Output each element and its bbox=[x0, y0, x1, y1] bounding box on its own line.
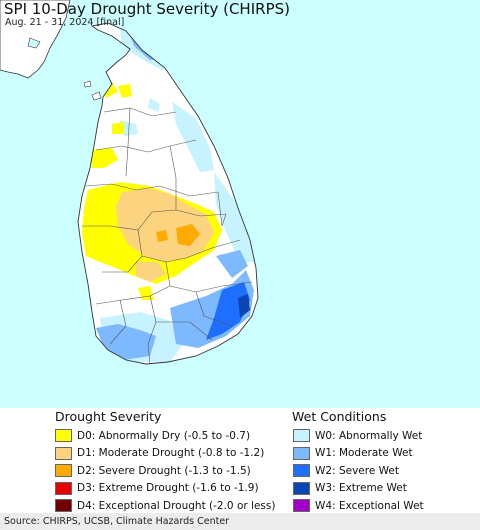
legend-swatch bbox=[55, 481, 72, 495]
legend-swatch bbox=[293, 464, 310, 477]
legend-label: D0: Abnormally Dry (-0.5 to -0.7) bbox=[77, 429, 251, 442]
legend-label: D3: Extreme Drought (-1.6 to -1.9) bbox=[77, 482, 259, 494]
legend-swatch bbox=[55, 499, 72, 512]
legend-swatch bbox=[55, 446, 72, 460]
legend-item-w1: W1: Moderate Wet bbox=[293, 445, 424, 462]
map-title: SPI 10-Day Drought Severity (CHIRPS) bbox=[4, 0, 290, 18]
legend-label: D4: Exceptional Drought (-2.0 or less) bbox=[77, 499, 276, 512]
legend-item-w0: W0: Abnormally Wet bbox=[293, 427, 424, 444]
legend-swatch bbox=[55, 464, 72, 477]
legend-item-d4: D4: Exceptional Drought (-2.0 or less) bbox=[55, 497, 275, 514]
wet-legend-heading: Wet Conditions bbox=[292, 409, 387, 424]
legend-swatch bbox=[293, 446, 310, 460]
wet-legend: W0: Abnormally Wet W1: Moderate Wet W2: … bbox=[293, 427, 424, 515]
legend-label: W4: Exceptional Wet bbox=[315, 499, 424, 512]
india-islet bbox=[27, 37, 41, 49]
legend-swatch bbox=[293, 429, 310, 442]
map-panel: SPI 10-Day Drought Severity (CHIRPS) Aug… bbox=[0, 0, 480, 408]
legend-swatch bbox=[293, 499, 310, 512]
legend-item-d0: D0: Abnormally Dry (-0.5 to -0.7) bbox=[55, 427, 275, 444]
legend-label: D1: Moderate Drought (-0.8 to -1.2) bbox=[77, 447, 265, 459]
legend-label: W0: Abnormally Wet bbox=[315, 429, 423, 442]
india-coast bbox=[0, 0, 71, 79]
legend-item-d2: D2: Severe Drought (-1.3 to -1.5) bbox=[55, 462, 275, 479]
map-subtitle: Aug. 21 - 31, 2024 [final] bbox=[5, 17, 125, 28]
island-outline bbox=[77, 22, 259, 365]
jaffna-islet bbox=[83, 80, 92, 88]
legend-item-w2: W2: Severe Wet bbox=[293, 462, 424, 479]
legend-swatch bbox=[55, 429, 72, 442]
drought-legend-heading: Drought Severity bbox=[55, 409, 162, 424]
drought-legend: D0: Abnormally Dry (-0.5 to -0.7) D1: Mo… bbox=[55, 427, 275, 515]
legend-item-d1: D1: Moderate Drought (-0.8 to -1.2) bbox=[55, 445, 275, 462]
legend-item-w3: W3: Extreme Wet bbox=[293, 480, 424, 497]
jaffna-islet bbox=[91, 91, 102, 101]
legend-label: W3: Extreme Wet bbox=[315, 482, 407, 494]
source-credit: Source: CHIRPS, UCSB, Climate Hazards Ce… bbox=[0, 513, 480, 530]
legend-item-w4: W4: Exceptional Wet bbox=[293, 497, 424, 514]
legend-swatch bbox=[293, 481, 310, 495]
sri-lanka-map bbox=[0, 0, 259, 365]
legend-label: W1: Moderate Wet bbox=[315, 447, 413, 459]
legend-item-d3: D3: Extreme Drought (-1.6 to -1.9) bbox=[55, 480, 275, 497]
legend-label: D2: Severe Drought (-1.3 to -1.5) bbox=[77, 464, 251, 477]
legend-label: W2: Severe Wet bbox=[315, 464, 399, 477]
